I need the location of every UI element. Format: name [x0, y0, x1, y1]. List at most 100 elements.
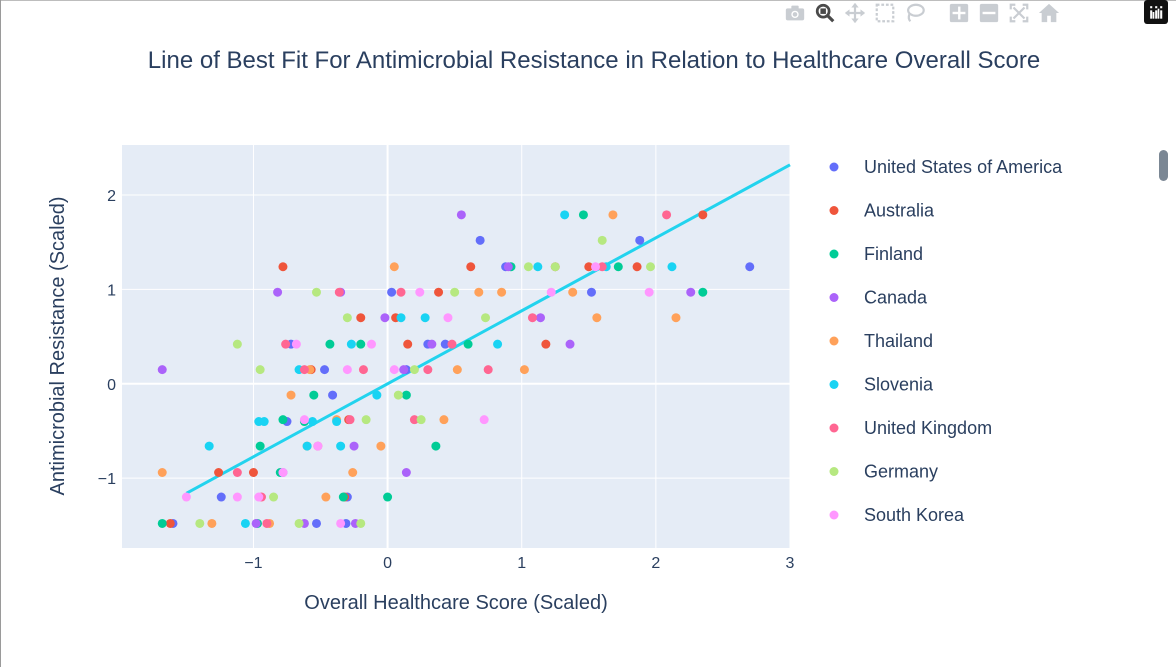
data-point[interactable]: [745, 262, 755, 272]
data-point[interactable]: [483, 365, 493, 375]
data-point[interactable]: [251, 518, 261, 528]
zoom-icon[interactable]: [810, 0, 840, 26]
data-point[interactable]: [452, 365, 462, 375]
lasso-select-icon[interactable]: [900, 0, 930, 26]
data-point[interactable]: [481, 313, 491, 323]
data-point[interactable]: [232, 467, 242, 477]
data-point[interactable]: [608, 210, 618, 220]
data-point[interactable]: [463, 339, 473, 349]
data-point[interactable]: [434, 287, 444, 297]
data-point[interactable]: [399, 365, 409, 375]
data-point[interactable]: [157, 467, 167, 477]
data-point[interactable]: [157, 365, 167, 375]
data-point[interactable]: [321, 492, 331, 502]
data-point[interactable]: [479, 415, 489, 425]
data-point[interactable]: [345, 415, 355, 425]
legend-item[interactable]: Australia: [829, 201, 936, 221]
data-point[interactable]: [597, 262, 607, 272]
data-point[interactable]: [328, 390, 338, 400]
data-point[interactable]: [519, 365, 529, 375]
data-point[interactable]: [439, 415, 449, 425]
data-point[interactable]: [416, 415, 426, 425]
data-point[interactable]: [447, 339, 457, 349]
data-point[interactable]: [396, 313, 406, 323]
zoom-in-icon[interactable]: [944, 0, 974, 26]
legend-scrollbar[interactable]: [1159, 150, 1168, 181]
data-point[interactable]: [255, 365, 265, 375]
data-point[interactable]: [613, 262, 623, 272]
data-point[interactable]: [387, 287, 397, 297]
data-point[interactable]: [644, 287, 654, 297]
data-point[interactable]: [232, 492, 242, 502]
data-point[interactable]: [262, 518, 272, 528]
data-point[interactable]: [686, 287, 696, 297]
data-point[interactable]: [286, 390, 296, 400]
data-point[interactable]: [366, 339, 376, 349]
data-point[interactable]: [320, 365, 330, 375]
data-point[interactable]: [278, 415, 288, 425]
data-point[interactable]: [309, 390, 319, 400]
data-point[interactable]: [299, 415, 309, 425]
data-point[interactable]: [578, 210, 588, 220]
data-point[interactable]: [376, 441, 386, 451]
data-point[interactable]: [273, 287, 283, 297]
reset-axes-icon[interactable]: [1034, 0, 1064, 26]
data-point[interactable]: [443, 313, 453, 323]
data-point[interactable]: [248, 467, 258, 477]
data-point[interactable]: [313, 441, 323, 451]
data-point[interactable]: [474, 287, 484, 297]
data-point[interactable]: [254, 492, 264, 502]
data-point[interactable]: [645, 262, 655, 272]
data-point[interactable]: [195, 518, 205, 528]
data-point[interactable]: [635, 235, 645, 245]
data-point[interactable]: [389, 262, 399, 272]
data-point[interactable]: [431, 441, 441, 451]
data-point[interactable]: [409, 365, 419, 375]
data-point[interactable]: [503, 262, 513, 272]
data-point[interactable]: [334, 287, 344, 297]
data-point[interactable]: [591, 262, 601, 272]
data-point[interactable]: [698, 210, 708, 220]
data-point[interactable]: [497, 287, 507, 297]
data-point[interactable]: [393, 390, 403, 400]
data-point[interactable]: [586, 287, 596, 297]
data-point[interactable]: [361, 415, 371, 425]
data-point[interactable]: [493, 339, 503, 349]
data-point[interactable]: [420, 313, 430, 323]
data-point[interactable]: [346, 339, 356, 349]
data-point[interactable]: [597, 235, 607, 245]
data-point[interactable]: [278, 262, 288, 272]
data-point[interactable]: [536, 313, 546, 323]
data-point[interactable]: [401, 467, 411, 477]
data-point[interactable]: [157, 518, 167, 528]
data-point[interactable]: [259, 417, 269, 427]
data-point[interactable]: [550, 262, 560, 272]
data-point[interactable]: [336, 518, 346, 528]
data-point[interactable]: [325, 339, 335, 349]
data-point[interactable]: [662, 210, 672, 220]
best-fit-line[interactable]: [185, 163, 791, 495]
data-point[interactable]: [356, 313, 366, 323]
autoscale-icon[interactable]: [1004, 0, 1034, 26]
data-point[interactable]: [204, 441, 214, 451]
data-point[interactable]: [409, 415, 419, 425]
legend-item[interactable]: Germany: [829, 462, 939, 482]
data-point[interactable]: [281, 339, 291, 349]
data-point[interactable]: [632, 262, 642, 272]
data-point[interactable]: [671, 313, 681, 323]
data-point[interactable]: [342, 313, 352, 323]
data-point[interactable]: [269, 492, 279, 502]
data-point[interactable]: [698, 287, 708, 297]
data-point[interactable]: [667, 262, 677, 272]
data-point[interactable]: [336, 441, 346, 451]
legend-item[interactable]: Canada: [829, 288, 929, 308]
data-point[interactable]: [240, 518, 250, 528]
legend-item[interactable]: Thailand: [829, 331, 934, 351]
data-point[interactable]: [356, 518, 366, 528]
data-point[interactable]: [565, 339, 575, 349]
data-point[interactable]: [299, 365, 309, 375]
data-point[interactable]: [349, 441, 359, 451]
pan-icon[interactable]: [840, 0, 870, 26]
data-point[interactable]: [415, 287, 425, 297]
data-point[interactable]: [568, 287, 578, 297]
